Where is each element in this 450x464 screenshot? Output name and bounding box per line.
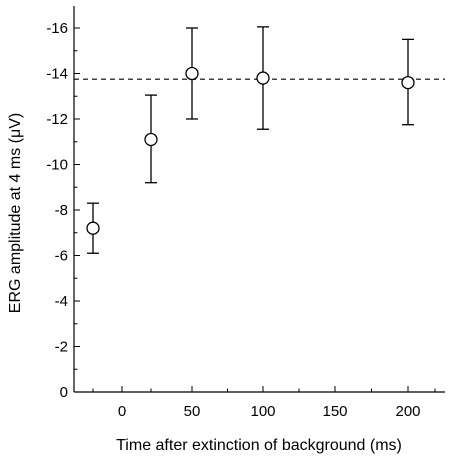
y-tick-label: -14 (46, 66, 68, 83)
x-tick-label: 200 (395, 403, 420, 420)
x-tick-label: 50 (184, 403, 201, 420)
data-point (401, 75, 415, 90)
y-tick-label: -16 (46, 20, 68, 37)
data-points (86, 66, 415, 235)
y-tick-label: -12 (46, 111, 68, 128)
data-point (86, 221, 100, 235)
y-axis-title: ERG amplitude at 4 ms (μV) (7, 113, 24, 313)
x-tick-label: 150 (322, 403, 347, 420)
y-tick-label: -4 (55, 293, 68, 310)
axes: 0 -2 -4 -6 -8 -10 -12 -14 -16 0 50 100 150 200 (46, 6, 445, 420)
x-axis-title: Time after extinction of background (ms) (116, 437, 402, 454)
x-tick-label: 0 (118, 403, 126, 420)
data-point (185, 66, 199, 81)
y-tick-label: 0 (60, 384, 68, 401)
y-tick-label: -8 (55, 202, 68, 219)
data-point (256, 71, 270, 85)
x-tick-label: 100 (250, 403, 275, 420)
y-tick-label: -10 (46, 157, 68, 174)
y-tick-label: -2 (55, 339, 68, 356)
data-point (144, 132, 158, 147)
y-tick-label: -6 (55, 248, 68, 265)
error-bars (87, 26, 414, 254)
